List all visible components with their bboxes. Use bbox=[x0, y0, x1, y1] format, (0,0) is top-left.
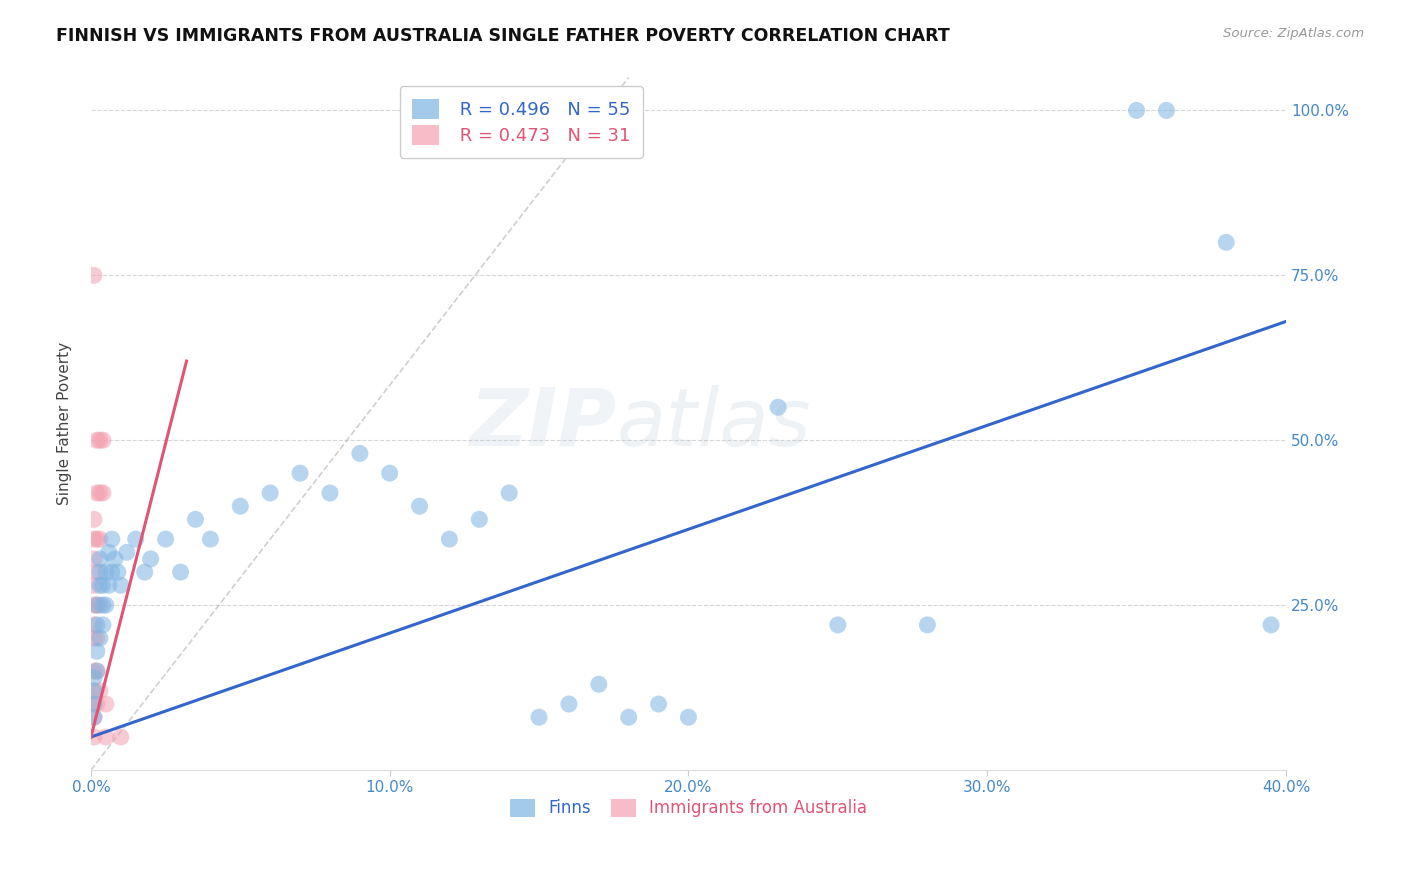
Point bbox=[89, 598, 111, 612]
Point bbox=[89, 565, 111, 579]
Legend: Finns, Immigrants from Australia: Finns, Immigrants from Australia bbox=[503, 792, 873, 824]
Point bbox=[169, 565, 191, 579]
Point bbox=[91, 486, 114, 500]
Point bbox=[917, 618, 939, 632]
Point bbox=[110, 578, 132, 592]
Point bbox=[91, 434, 114, 448]
Text: ZIP: ZIP bbox=[470, 384, 617, 463]
Point bbox=[107, 565, 129, 579]
Point bbox=[86, 697, 108, 711]
Point bbox=[83, 512, 105, 526]
Point bbox=[288, 466, 311, 480]
Point bbox=[408, 499, 430, 513]
Point bbox=[86, 664, 108, 678]
Y-axis label: Single Father Poverty: Single Father Poverty bbox=[58, 343, 72, 505]
Point bbox=[827, 618, 849, 632]
Point bbox=[94, 565, 117, 579]
Point bbox=[86, 532, 108, 546]
Point bbox=[83, 683, 105, 698]
Point bbox=[94, 598, 117, 612]
Point bbox=[86, 631, 108, 645]
Point bbox=[439, 532, 461, 546]
Point bbox=[155, 532, 177, 546]
Point bbox=[83, 710, 105, 724]
Point bbox=[94, 697, 117, 711]
Point bbox=[89, 683, 111, 698]
Point bbox=[83, 664, 105, 678]
Point bbox=[83, 268, 105, 283]
Point bbox=[83, 618, 105, 632]
Point bbox=[86, 565, 108, 579]
Point bbox=[1215, 235, 1237, 250]
Point bbox=[104, 552, 127, 566]
Point bbox=[86, 664, 108, 678]
Point bbox=[588, 677, 610, 691]
Point bbox=[184, 512, 207, 526]
Text: FINNISH VS IMMIGRANTS FROM AUSTRALIA SINGLE FATHER POVERTY CORRELATION CHART: FINNISH VS IMMIGRANTS FROM AUSTRALIA SIN… bbox=[56, 27, 950, 45]
Point bbox=[378, 466, 401, 480]
Point bbox=[89, 578, 111, 592]
Point bbox=[110, 730, 132, 744]
Text: Source: ZipAtlas.com: Source: ZipAtlas.com bbox=[1223, 27, 1364, 40]
Point bbox=[86, 598, 108, 612]
Point bbox=[558, 697, 581, 711]
Point bbox=[83, 671, 105, 685]
Point bbox=[83, 552, 105, 566]
Point bbox=[83, 683, 105, 698]
Point bbox=[97, 545, 120, 559]
Point bbox=[229, 499, 252, 513]
Point bbox=[101, 565, 124, 579]
Point bbox=[89, 631, 111, 645]
Point bbox=[83, 710, 105, 724]
Point bbox=[83, 578, 105, 592]
Point bbox=[678, 710, 700, 724]
Point bbox=[86, 434, 108, 448]
Point bbox=[97, 578, 120, 592]
Point bbox=[83, 697, 105, 711]
Point bbox=[617, 710, 640, 724]
Point bbox=[83, 631, 105, 645]
Point bbox=[86, 598, 108, 612]
Point bbox=[83, 697, 105, 711]
Point bbox=[89, 552, 111, 566]
Point bbox=[91, 578, 114, 592]
Point bbox=[134, 565, 156, 579]
Point bbox=[766, 401, 789, 415]
Point bbox=[200, 532, 222, 546]
Text: atlas: atlas bbox=[617, 384, 811, 463]
Point bbox=[115, 545, 138, 559]
Point bbox=[91, 598, 114, 612]
Point bbox=[259, 486, 281, 500]
Point bbox=[1125, 103, 1147, 118]
Point bbox=[89, 434, 111, 448]
Point bbox=[86, 644, 108, 658]
Point bbox=[101, 532, 124, 546]
Point bbox=[1156, 103, 1178, 118]
Point bbox=[91, 618, 114, 632]
Point bbox=[125, 532, 148, 546]
Point bbox=[498, 486, 520, 500]
Point bbox=[94, 730, 117, 744]
Point bbox=[83, 730, 105, 744]
Point bbox=[86, 618, 108, 632]
Point bbox=[83, 532, 105, 546]
Point bbox=[83, 598, 105, 612]
Point bbox=[647, 697, 669, 711]
Point bbox=[349, 446, 371, 460]
Point bbox=[89, 486, 111, 500]
Point bbox=[319, 486, 342, 500]
Point bbox=[139, 552, 162, 566]
Point bbox=[527, 710, 550, 724]
Point bbox=[468, 512, 491, 526]
Point bbox=[86, 486, 108, 500]
Point bbox=[1260, 618, 1282, 632]
Point bbox=[89, 532, 111, 546]
